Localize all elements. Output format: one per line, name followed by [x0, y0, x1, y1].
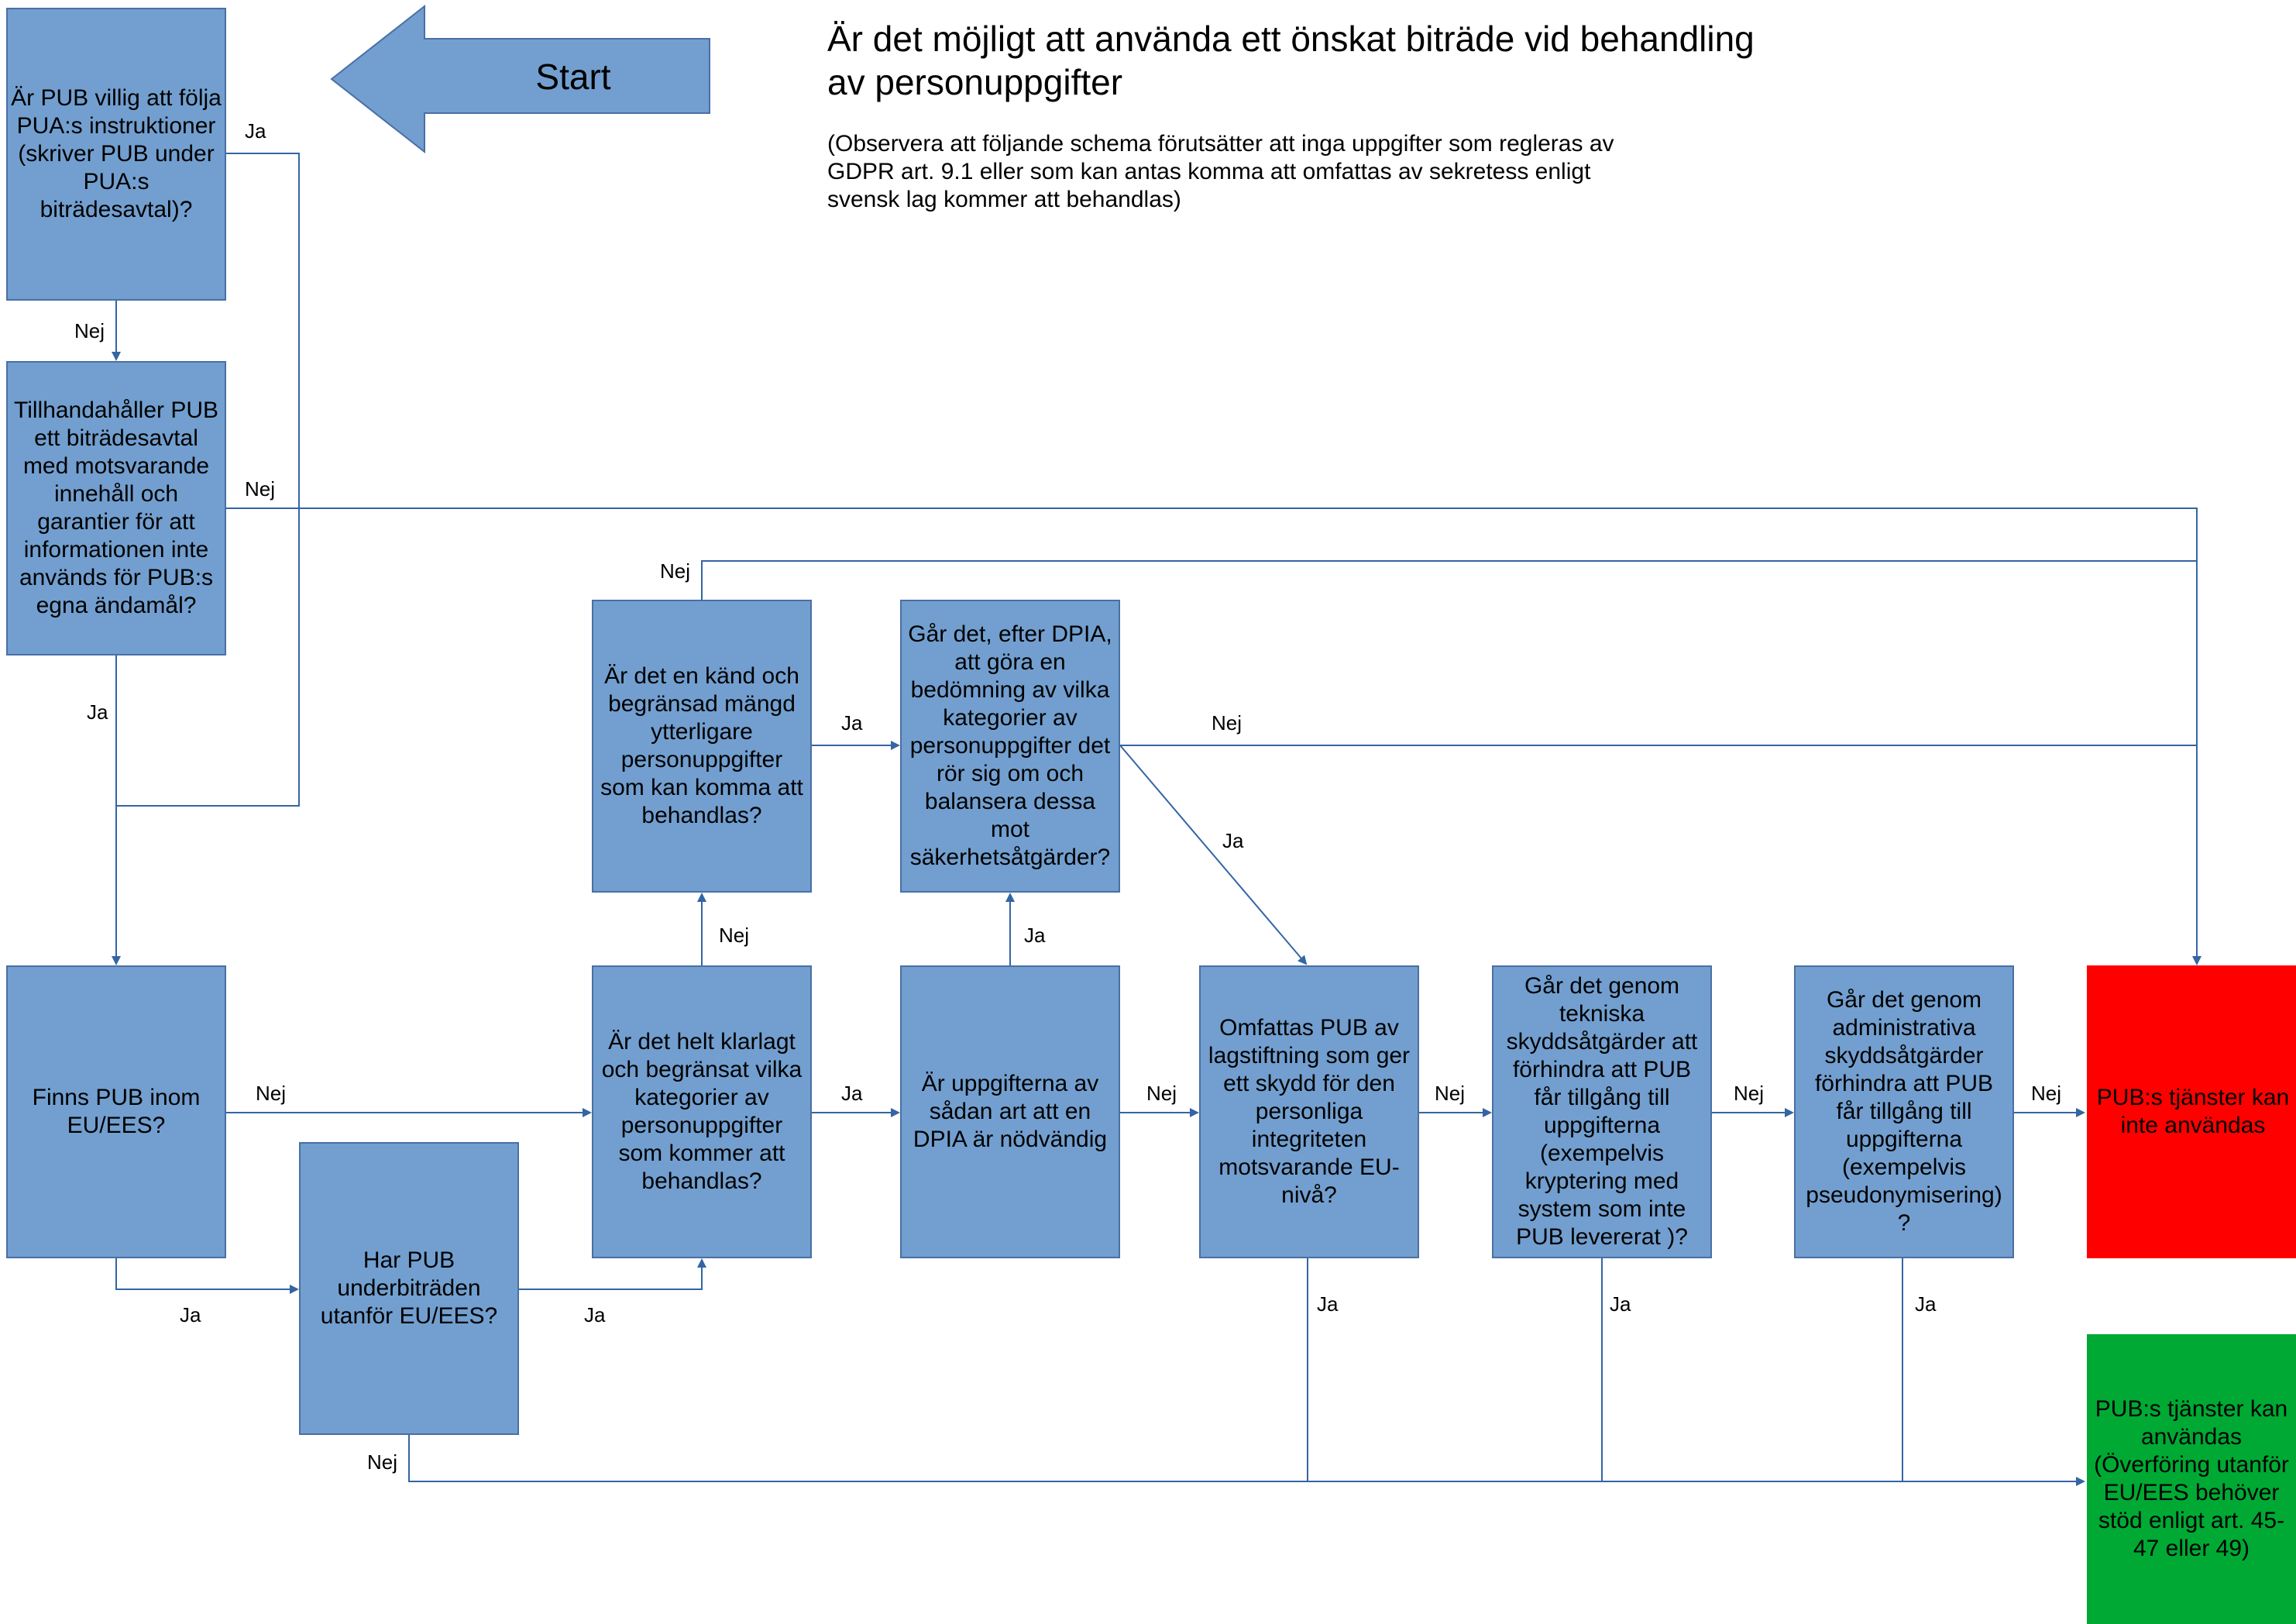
- box-q6-text: Är det en känd och begränsad mängd ytter…: [600, 663, 803, 828]
- box-q2-agreement: Tillhandahåller PUB ett biträdesavtal me…: [6, 361, 226, 655]
- page-note: (Observera att följande schema förutsätt…: [827, 131, 1614, 212]
- start-label: Start: [535, 57, 611, 97]
- box-q5-categories: Är det helt klarlagt och begränsat vilka…: [592, 965, 812, 1258]
- label-q2-yes: Ja: [87, 700, 108, 724]
- box-q4-text: Har PUB underbiträden utanför EU/EES?: [320, 1247, 498, 1329]
- box-q1-text: Är PUB villig att följa PUA:s instruktio…: [11, 85, 222, 222]
- label-q11-no: Nej: [2031, 1082, 2062, 1105]
- label-q8-yes: Ja: [1024, 924, 1046, 947]
- label-q7-no: Nej: [1212, 711, 1243, 735]
- connector-q3-yes: [115, 1258, 299, 1294]
- box-go-text: PUB:s tjänster kan användas (Överföring …: [2094, 1396, 2289, 1561]
- label-q5-no: Nej: [719, 924, 750, 947]
- label-q8-no: Nej: [1146, 1082, 1177, 1105]
- box-q6-additional: Är det en känd och begränsad mängd ytter…: [592, 600, 812, 893]
- connector-q1-yes: [116, 153, 300, 807]
- label-q5-yes: Ja: [841, 1082, 863, 1105]
- box-q11-administrative: Går det genom administrativa skyddsåtgär…: [1794, 965, 2014, 1258]
- label-q4-yes: Ja: [584, 1303, 606, 1326]
- label-q6-no: Nej: [660, 559, 691, 583]
- box-q4-subprocessors: Har PUB underbiträden utanför EU/EES?: [299, 1142, 519, 1435]
- box-q7-dpia-assessment: Går det, efter DPIA, att göra en bedömni…: [900, 600, 1120, 893]
- label-q9-no: Nej: [1435, 1082, 1466, 1105]
- label-q3-yes: Ja: [180, 1303, 201, 1326]
- connector-q4-no: [408, 1435, 2085, 1486]
- box-q9-legislation: Omfattas PUB av lagstiftning som ger ett…: [1199, 965, 1419, 1258]
- label-q10-yes: Ja: [1610, 1292, 1631, 1316]
- label-q7-yes: Ja: [1222, 829, 1244, 852]
- box-q11-text: Går det genom administrativa skyddsåtgär…: [1806, 987, 2002, 1236]
- box-q10-technical: Går det genom tekniska skyddsåtgärder at…: [1492, 965, 1712, 1258]
- start-arrow-shape: [330, 4, 710, 154]
- label-q4-no: Nej: [367, 1450, 398, 1474]
- box-q5-text: Är det helt klarlagt och begränsat vilka…: [601, 1029, 803, 1194]
- label-q11-yes: Ja: [1915, 1292, 1937, 1316]
- page-title: Är det möjligt att använda ett önskat bi…: [827, 19, 1755, 102]
- connector-q4-yes: [519, 1258, 706, 1290]
- label-q6-yes: Ja: [841, 711, 863, 735]
- connector-q6-no: [701, 560, 2197, 600]
- box-q8-text: Är uppgifterna av sådan art att en DPIA …: [913, 1071, 1108, 1152]
- box-stop-text: PUB:s tjänster kan inte användas: [2096, 1085, 2290, 1138]
- label-q1-no: Nej: [74, 319, 105, 342]
- box-q3-eu: Finns PUB inom EU/EES?: [6, 965, 226, 1258]
- box-q8-dpia-needed: Är uppgifterna av sådan art att en DPIA …: [900, 965, 1120, 1258]
- box-go-can-use: PUB:s tjänster kan användas (Överföring …: [2087, 1334, 2296, 1624]
- label-q1-yes: Ja: [245, 119, 266, 143]
- box-q2-text: Tillhandahåller PUB ett biträdesavtal me…: [13, 397, 219, 618]
- box-q9-text: Omfattas PUB av lagstiftning som ger ett…: [1208, 1015, 1411, 1208]
- connector-q7-yes: [1119, 745, 1308, 965]
- connector-q2-no: [226, 508, 2201, 965]
- box-q3-text: Finns PUB inom EU/EES?: [32, 1085, 201, 1138]
- box-q10-text: Går det genom tekniska skyddsåtgärder at…: [1506, 973, 1698, 1250]
- label-q3-no: Nej: [256, 1082, 287, 1105]
- box-q7-text: Går det, efter DPIA, att göra en bedömni…: [908, 621, 1112, 870]
- box-q1-instructions: Är PUB villig att följa PUA:s instruktio…: [6, 8, 226, 301]
- box-stop-cannot-use: PUB:s tjänster kan inte användas: [2087, 965, 2296, 1258]
- label-q2-no: Nej: [245, 477, 276, 501]
- label-q9-yes: Ja: [1317, 1292, 1339, 1316]
- label-q10-no: Nej: [1734, 1082, 1765, 1105]
